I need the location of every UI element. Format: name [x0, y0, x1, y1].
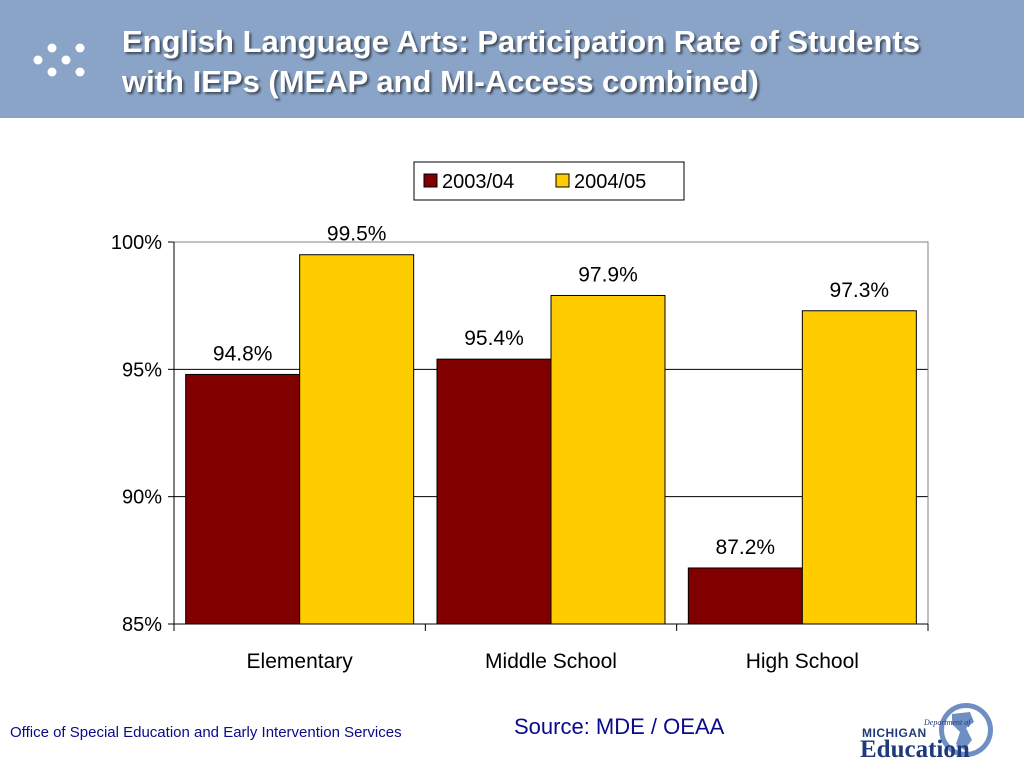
data-label: 94.8% — [213, 342, 273, 365]
legend-swatch — [423, 173, 438, 188]
page-title: English Language Arts: Participation Rat… — [122, 22, 1012, 102]
y-tick-label: 100% — [111, 232, 162, 254]
office-name: Office of Special Education and Early In… — [10, 724, 402, 741]
bar — [550, 294, 666, 625]
y-tick-label: 95% — [122, 359, 162, 381]
legend-swatch — [555, 173, 570, 188]
x-tick-label: High School — [746, 650, 859, 673]
decorative-dots-icon — [33, 43, 85, 77]
y-tick-label: 85% — [122, 614, 162, 636]
michigan-education-logo: MICHIGAN Department of Education — [860, 700, 1000, 764]
legend-label: 2003/04 — [442, 171, 514, 193]
y-tick-label: 90% — [122, 487, 162, 509]
title-banner: English Language Arts: Participation Rat… — [0, 0, 1024, 118]
bar — [436, 358, 552, 625]
data-label: 99.5% — [327, 223, 387, 246]
logo-michigan-text: MICHIGAN — [862, 726, 927, 740]
bar — [299, 254, 415, 625]
title-line-2: with IEPs (MEAP and MI-Access combined) — [122, 64, 759, 99]
legend-label: 2004/05 — [574, 171, 646, 193]
x-tick-label: Middle School — [485, 650, 617, 673]
data-label: 95.4% — [464, 327, 524, 350]
bar — [185, 373, 301, 625]
title-line-1: English Language Arts: Participation Rat… — [122, 24, 921, 59]
data-label: 97.9% — [578, 263, 638, 286]
data-label: 87.2% — [716, 536, 776, 559]
michigan-map-icon — [939, 703, 993, 757]
bar — [801, 310, 917, 625]
bar-chart: 85% 90% 95% 100% 94.8% 99.5% Elementary 95.4% 97… — [111, 161, 929, 673]
x-tick-label: Elementary — [247, 650, 354, 673]
data-label: 97.3% — [830, 279, 890, 302]
legend-box — [413, 161, 685, 201]
bar — [687, 567, 803, 625]
logo-education-text: Education — [860, 736, 970, 763]
source-note: Source: MDE / OEAA — [514, 714, 725, 739]
logo-department-text: Department of — [924, 718, 971, 727]
